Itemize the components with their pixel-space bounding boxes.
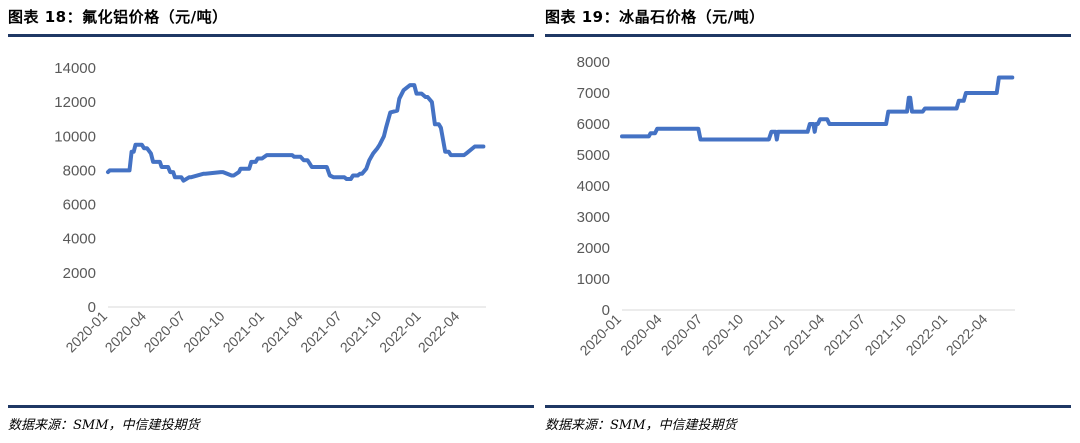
x-tick-label: 2020-04 <box>617 311 665 359</box>
top-rule <box>8 34 534 37</box>
x-tick-label: 2022-01 <box>903 311 951 359</box>
y-tick-label: 4000 <box>63 231 96 248</box>
x-tick-label: 2022-04 <box>943 311 991 359</box>
bottom-rule <box>8 405 534 408</box>
series-line <box>106 83 486 183</box>
line-chart-aluminum-fluoride: 020004000600080001000012000140002020-012… <box>54 60 486 356</box>
y-tick-label: 2000 <box>63 265 96 282</box>
x-tick-label: 2022-04 <box>415 308 463 356</box>
chart-panel-aluminum-fluoride: 图表 18：氟化铝价格（元/吨） 0 2000 4000 6000 8000 10000 1… <box>8 0 534 443</box>
y-tick-label: 0 <box>88 299 96 316</box>
x-tick-label: 2020-10 <box>180 308 228 356</box>
series-line <box>620 75 1015 142</box>
top-rule <box>545 34 1071 37</box>
x-tick-label: 2021-10 <box>862 311 910 359</box>
y-tick-label: 5000 <box>577 147 610 164</box>
y-tick-label: 7000 <box>577 85 610 102</box>
x-tick-label: 2021-04 <box>780 311 828 359</box>
x-tick-label: 2021-07 <box>820 311 868 359</box>
figure-label: 图表 19： <box>545 8 620 26</box>
chart-title: 氟化铝价格（元/吨） <box>82 8 228 26</box>
source-note: 数据来源：SMM，中信建投期货 <box>8 418 200 433</box>
y-tick-label: 0 <box>602 302 610 319</box>
x-tick-label: 2020-07 <box>141 308 189 356</box>
y-tick-label: 3000 <box>577 209 610 226</box>
y-tick-label: 14000 <box>54 60 96 77</box>
y-tick-label: 4000 <box>577 178 610 195</box>
chart-panel-cryolite: 图表 19：冰晶石价格（元/吨） 0 1000 2000 3000 4000 5000 60… <box>545 0 1071 443</box>
figure-title: 图表 19：冰晶石价格（元/吨） <box>545 6 765 27</box>
x-tick-label: 2022-01 <box>376 308 424 356</box>
x-tick-label: 2021-07 <box>297 308 345 356</box>
x-tick-label: 2021-10 <box>337 308 385 356</box>
y-tick-label: 6000 <box>63 197 96 214</box>
y-tick-label: 6000 <box>577 116 610 133</box>
chart-title: 冰晶石价格（元/吨） <box>619 8 765 26</box>
y-tick-label: 1000 <box>577 271 610 288</box>
x-tick-label: 2021-04 <box>258 308 306 356</box>
x-tick-label: 2020-10 <box>699 311 747 359</box>
source-note: 数据来源：SMM，中信建投期货 <box>545 418 737 433</box>
x-tick-label: 2021-01 <box>220 308 268 356</box>
x-tick-label: 2021-01 <box>740 311 788 359</box>
x-tick-label: 2020-01 <box>62 308 110 356</box>
figure-title: 图表 18：氟化铝价格（元/吨） <box>8 6 228 27</box>
y-tick-label: 12000 <box>54 94 96 111</box>
y-tick-label: 8000 <box>63 162 96 179</box>
y-tick-label: 8000 <box>577 54 610 71</box>
y-tick-label: 10000 <box>54 128 96 145</box>
line-chart-cryolite: 0 1000 2000 3000 4000 5000 6000 7000 8000 2020-01… <box>576 54 1015 359</box>
x-tick-label: 2020-07 <box>658 311 706 359</box>
x-tick-label: 2020-04 <box>102 308 150 356</box>
figure-label: 图表 18： <box>8 8 83 26</box>
x-tick-label: 2020-01 <box>576 311 624 359</box>
y-tick-label: 2000 <box>577 240 610 257</box>
bottom-rule <box>545 405 1071 408</box>
